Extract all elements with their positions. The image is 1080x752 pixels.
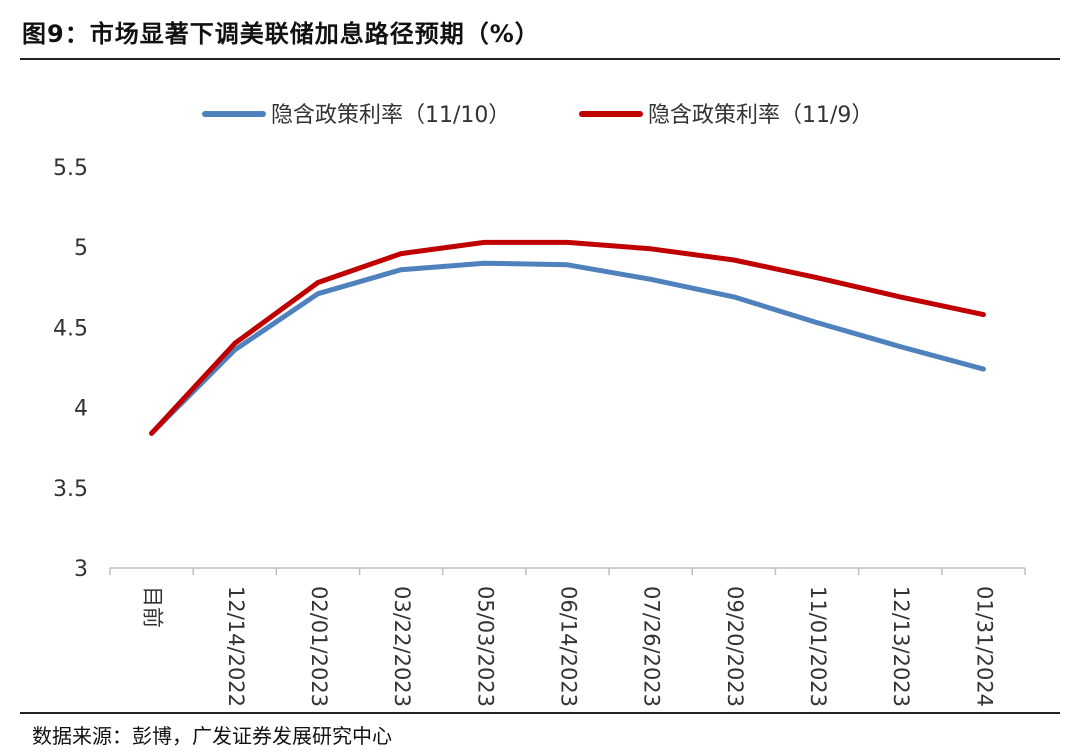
x-tick-label: 01/31/2024: [972, 586, 996, 707]
y-axis-ticks: 3 3.5 4 4.5 5 5.5: [53, 156, 88, 582]
x-axis: 目前 12/14/2022 02/01/2023 03/22/2023 05/03/20…: [109, 567, 1026, 707]
x-tick-label: 12/13/2023: [889, 586, 913, 707]
x-tick-label: 11/01/2023: [806, 586, 830, 707]
y-tick-label: 3: [74, 557, 88, 582]
data-point: [814, 275, 820, 281]
top-rule: [20, 58, 1060, 60]
bottom-rule: [20, 712, 1060, 714]
legend: 隐含政策利率（11/10） 隐含政策利率（11/9）: [202, 103, 873, 128]
data-point: [648, 276, 654, 282]
data-point: [398, 251, 404, 257]
source-note: 数据来源：彭博，广发证券发展研究中心: [32, 724, 392, 748]
data-point: [315, 291, 321, 297]
legend-label-1: 隐含政策利率（11/9）: [648, 103, 873, 128]
y-tick-label: 5.5: [53, 156, 88, 181]
y-tick-label: 5: [74, 236, 88, 261]
data-point: [149, 430, 154, 436]
data-point: [481, 239, 487, 245]
data-point: [565, 239, 570, 245]
data-point: [648, 246, 654, 252]
data-point: [232, 341, 238, 346]
data-point: [981, 366, 986, 372]
data-point: [731, 294, 737, 300]
series-line-1: [149, 239, 986, 436]
x-tick-label: 06/14/2023: [557, 586, 581, 707]
data-point: [481, 260, 487, 266]
data-point: [981, 312, 986, 317]
x-tick-label: 目前: [141, 586, 165, 628]
y-tick-label: 4: [74, 397, 88, 422]
x-tick-label: 05/03/2023: [473, 586, 497, 707]
y-tick-label: 3.5: [53, 477, 88, 502]
x-tick-label: 09/20/2023: [723, 586, 747, 707]
x-tick-label: 07/26/2023: [640, 586, 664, 707]
x-tick-label: 02/01/2023: [307, 586, 331, 707]
x-tick-label: 12/14/2022: [224, 586, 248, 707]
data-point: [398, 267, 404, 273]
data-point: [565, 262, 570, 268]
series-layer: [149, 239, 986, 436]
data-point: [897, 294, 903, 300]
data-point: [814, 320, 820, 325]
x-tick-label: 03/22/2023: [390, 586, 414, 707]
data-point: [897, 344, 903, 350]
data-point: [731, 257, 737, 263]
data-point: [232, 347, 238, 353]
data-point: [315, 280, 321, 285]
figure-title: 图9：市场显著下调美联储加息路径预期（%）: [22, 20, 540, 48]
y-tick-label: 4.5: [53, 316, 88, 341]
legend-label-0: 隐含政策利率（11/10）: [271, 103, 510, 128]
